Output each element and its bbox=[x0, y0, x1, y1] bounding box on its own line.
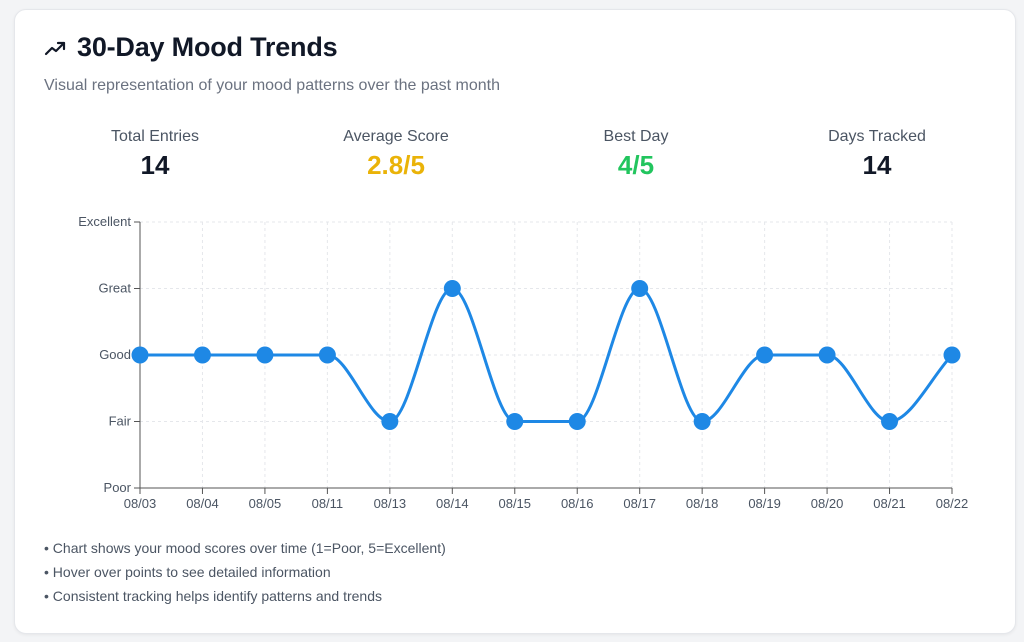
mood-data-point bbox=[318, 346, 336, 364]
stats-row: Total Entries 14 Average Score 2.8/5 Bes… bbox=[15, 128, 1015, 188]
x-tick-label: 08/11 bbox=[312, 496, 344, 511]
x-tick-label: 08/18 bbox=[686, 496, 719, 511]
stat-label: Best Day bbox=[603, 128, 669, 145]
mood-data-point bbox=[381, 413, 399, 430]
x-tick-label: 08/15 bbox=[498, 496, 531, 511]
mood-data-point bbox=[756, 346, 774, 364]
mood-trends-card: 30-Day Mood Trends Visual representation… bbox=[14, 9, 1016, 634]
x-tick-label: 08/17 bbox=[623, 496, 656, 511]
note-item: • Hover over points to see detailed info… bbox=[44, 564, 331, 580]
x-tick-label: 08/03 bbox=[124, 496, 157, 511]
mood-data-point bbox=[443, 280, 461, 297]
stat-value: 2.8/5 bbox=[367, 150, 425, 180]
mood-data-point bbox=[693, 413, 711, 430]
x-tick-label: 08/05 bbox=[249, 496, 282, 511]
y-tick-label: Good bbox=[99, 347, 131, 362]
mood-data-point bbox=[881, 413, 899, 430]
mood-data-point bbox=[943, 346, 961, 364]
stat-label: Total Entries bbox=[110, 128, 200, 145]
mood-line-chart: Poor Fair Good Great Excellent 08/03 08/04 08/0… bbox=[78, 214, 969, 511]
y-tick-label: Poor bbox=[104, 480, 132, 495]
x-tick-label: 08/19 bbox=[748, 496, 781, 511]
note-item: • Chart shows your mood scores over time… bbox=[44, 540, 446, 556]
y-tick-label: Excellent bbox=[78, 214, 131, 229]
page-title: 30-Day Mood Trends bbox=[77, 32, 338, 62]
card-header: 30-Day Mood Trends bbox=[43, 32, 338, 63]
stat-label: Days Tracked bbox=[828, 128, 926, 145]
x-tick-label: 08/16 bbox=[561, 496, 594, 511]
mood-data-point bbox=[131, 346, 149, 364]
mood-data-point bbox=[631, 280, 649, 297]
chart-notes: • Chart shows your mood scores over time… bbox=[44, 540, 446, 612]
stat-value: 14 bbox=[862, 150, 892, 180]
x-tick-label: 08/04 bbox=[186, 496, 219, 511]
trending-up-icon bbox=[44, 41, 66, 55]
x-tick-label: 08/14 bbox=[436, 496, 469, 511]
stat-total-entries: Total Entries 14 bbox=[35, 128, 275, 181]
x-tick-label: 08/22 bbox=[936, 496, 969, 511]
stat-label: Average Score bbox=[343, 128, 449, 145]
mood-data-point bbox=[193, 346, 211, 364]
x-tick-label: 08/13 bbox=[374, 496, 407, 511]
y-tick-label: Great bbox=[98, 281, 131, 296]
x-tick-label: 08/21 bbox=[873, 496, 906, 511]
y-tick-label: Fair bbox=[109, 414, 132, 429]
stat-best-day: Best Day 4/5 bbox=[516, 128, 756, 181]
mood-data-point bbox=[506, 413, 524, 430]
mood-data-point bbox=[256, 346, 274, 364]
stat-value: 4/5 bbox=[617, 150, 655, 180]
page-subtitle: Visual representation of your mood patte… bbox=[44, 77, 500, 94]
stat-average-score: Average Score 2.8/5 bbox=[276, 128, 516, 181]
stat-value: 14 bbox=[140, 150, 170, 180]
mood-data-point bbox=[818, 346, 836, 364]
note-item: • Consistent tracking helps identify pat… bbox=[44, 588, 382, 604]
mood-data-point bbox=[568, 413, 586, 430]
stat-days-tracked: Days Tracked 14 bbox=[757, 128, 997, 181]
x-tick-label: 08/20 bbox=[811, 496, 844, 511]
